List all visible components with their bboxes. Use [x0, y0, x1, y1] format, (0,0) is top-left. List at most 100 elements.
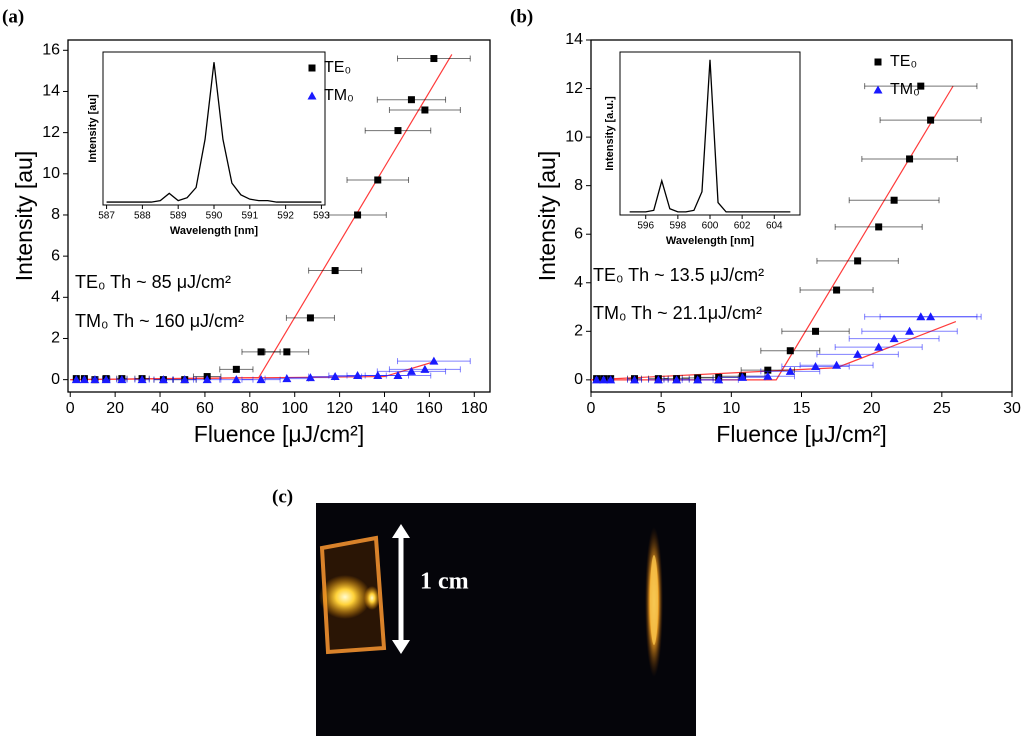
marker [653, 375, 663, 384]
x-tick-label: 180 [461, 400, 488, 417]
chart: (b) 0 5 10 15 20 25 30 0 2 4 6 8 10 12 14 Fluence [μJ/cm… [510, 6, 1021, 447]
x-tick-label: 25 [933, 400, 951, 417]
marker [137, 375, 147, 384]
inset-x-tick-label: 592 [277, 211, 294, 222]
x-tick-label: 160 [416, 400, 443, 417]
y-tick-label: 2 [574, 323, 583, 340]
marker [738, 372, 748, 381]
marker [158, 375, 168, 384]
annotation: TM₀ Th ~ 21.1μJ/cm² [593, 303, 762, 323]
inset-x-tick-label: 598 [670, 221, 687, 232]
x-axis-label: Fluence [μJ/cm²] [716, 421, 886, 447]
marker [874, 342, 884, 351]
marker [421, 106, 429, 114]
x-axis-label: Fluence [μJ/cm²] [194, 421, 364, 447]
legend-label: TM₀ [890, 81, 920, 98]
annotation: TM₀ Th ~ 160 μJ/cm² [75, 311, 244, 331]
marker [257, 348, 265, 356]
y-tick-label: 4 [51, 289, 60, 306]
panel-label: (b) [510, 6, 533, 27]
inset-x-tick-label: 600 [702, 221, 719, 232]
marker [875, 223, 883, 231]
inset-x-tick-label: 588 [134, 211, 151, 222]
inset-x-tick-label: 589 [170, 211, 187, 222]
marker [853, 349, 863, 358]
inset-x-tick-label: 596 [637, 221, 654, 232]
y-tick-label: 2 [51, 330, 60, 347]
y-tick-label: 0 [51, 371, 60, 388]
marker [256, 375, 266, 384]
photo: (c) 1 cm [272, 486, 696, 736]
y-tick-label: 12 [565, 80, 583, 97]
marker [672, 375, 682, 384]
marker [374, 176, 382, 184]
x-tick-label: 0 [66, 400, 75, 417]
marker [406, 366, 416, 375]
inset-x-tick-label: 602 [734, 221, 751, 232]
panel-label: (c) [272, 486, 293, 507]
spectrum-line [106, 62, 322, 203]
marker [811, 362, 821, 371]
x-tick-label: 10 [722, 400, 740, 417]
scale-label: 1 cm [420, 569, 469, 595]
marker [630, 375, 640, 384]
y-axis-label: Intensity [au] [534, 151, 560, 281]
legend-marker [874, 58, 882, 66]
marker [917, 82, 925, 90]
marker [353, 371, 363, 380]
crystal-glow [319, 575, 371, 619]
x-tick-label: 100 [281, 400, 308, 417]
x-tick-label: 140 [371, 400, 398, 417]
marker [429, 356, 439, 365]
y-tick-label: 12 [42, 124, 60, 141]
x-tick-label: 20 [106, 400, 124, 417]
inset-frame [102, 51, 326, 206]
legend-label: TE₀ [324, 59, 351, 76]
marker [354, 211, 362, 219]
marker [890, 196, 898, 204]
marker [927, 116, 935, 124]
marker [606, 375, 616, 384]
marker [282, 374, 292, 383]
marker [330, 372, 340, 381]
inset-x-tick-label: 604 [766, 221, 783, 232]
marker [79, 375, 89, 384]
inset-frame [619, 51, 801, 216]
y-tick-label: 10 [565, 128, 583, 145]
legend-label: TE₀ [890, 53, 917, 70]
marker [90, 375, 100, 384]
inset-x-tick-label: 587 [98, 211, 115, 222]
marker [889, 334, 899, 343]
marker [71, 375, 81, 384]
plot-frame [67, 39, 491, 393]
marker [306, 314, 314, 322]
marker [916, 312, 926, 321]
marker [592, 375, 602, 384]
inset-x-axis-label: Wavelength [nm] [666, 235, 755, 247]
marker [202, 375, 212, 384]
inset-x-tick-label: 593 [313, 211, 330, 222]
marker [714, 375, 724, 384]
chart: (a) 0 20 40 60 80 100 120 140 160 180 0 2 4 6 8 10 12 14 16… [2, 6, 491, 447]
marker [854, 257, 862, 265]
inset-x-tick-label: 591 [241, 211, 258, 222]
annotation: TE₀ Th ~ 85 μJ/cm² [75, 272, 231, 292]
marker [905, 326, 915, 335]
marker [373, 371, 383, 380]
x-tick-label: 40 [151, 400, 169, 417]
crystal-glow [364, 586, 380, 610]
x-tick-label: 60 [196, 400, 214, 417]
annotation: TE₀ Th ~ 13.5 μJ/cm² [593, 265, 764, 285]
fit-line [70, 360, 437, 381]
inset: 596 598 600 602 604 Wavelength [nm] Intensity … [604, 51, 801, 247]
marker [305, 373, 315, 382]
x-tick-label: 20 [863, 400, 881, 417]
inset: 587 588 589 590 591 592 593 Wavelength [nm] Inte… [87, 51, 330, 237]
x-tick-label: 30 [1003, 400, 1021, 417]
marker [785, 366, 795, 375]
x-tick-label: 5 [657, 400, 666, 417]
marker [693, 375, 703, 384]
emission-streak [650, 555, 658, 645]
marker [906, 155, 914, 163]
